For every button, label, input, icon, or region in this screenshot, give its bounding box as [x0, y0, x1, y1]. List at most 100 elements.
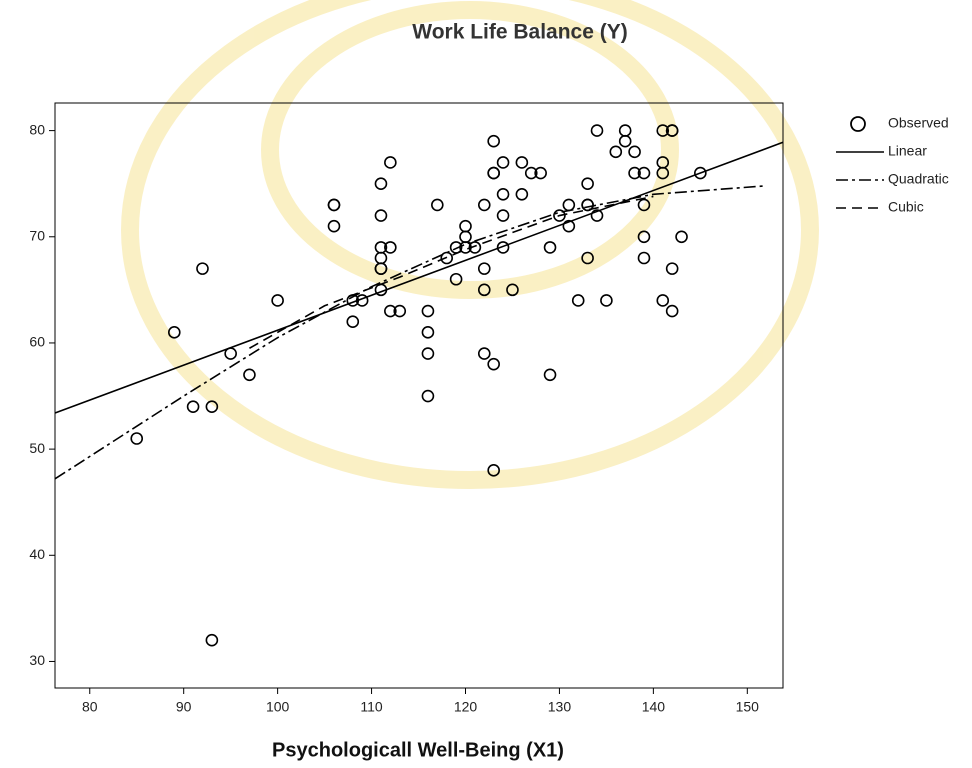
point: [477, 283, 491, 297]
point: [487, 166, 500, 180]
legend-label: Cubic: [888, 199, 924, 215]
x-tick-label: 80: [82, 699, 98, 715]
point: [205, 633, 219, 647]
y-tick-label: 80: [29, 121, 45, 137]
point: [421, 326, 435, 339]
y-tick-label: 30: [29, 652, 45, 668]
y-tick-label: 50: [29, 440, 45, 456]
y-tick-label: 60: [29, 334, 45, 350]
point: [600, 294, 613, 307]
y-tick-label: 40: [29, 546, 45, 562]
point: [346, 315, 360, 329]
point: [421, 304, 435, 318]
point: [590, 124, 604, 137]
point: [553, 209, 566, 222]
point: [534, 166, 547, 180]
point: [449, 272, 463, 286]
fit-line: [54, 185, 767, 480]
point: [656, 166, 670, 180]
x-tick-label: 130: [548, 699, 572, 715]
fit-line: [54, 141, 784, 414]
x-axis-label: Psychologicall Well-Being (X1): [272, 739, 564, 761]
point: [196, 262, 209, 275]
point: [477, 262, 491, 275]
point: [487, 464, 500, 477]
point: [506, 283, 519, 297]
x-tick-label: 110: [360, 699, 383, 715]
point: [167, 326, 181, 339]
point: [571, 294, 585, 307]
point: [421, 389, 435, 403]
point: [590, 209, 604, 222]
point: [477, 198, 491, 212]
point: [665, 124, 679, 137]
x-tick-label: 120: [454, 699, 478, 715]
legend-label: Quadratic: [888, 171, 949, 187]
point: [618, 124, 632, 137]
point: [459, 219, 472, 233]
x-tick-label: 140: [642, 699, 666, 715]
point: [637, 251, 651, 265]
point: [374, 251, 388, 265]
point: [130, 432, 144, 445]
point: [694, 166, 707, 180]
point: [384, 241, 397, 254]
point: [562, 198, 576, 212]
x-tick-label: 150: [736, 699, 760, 715]
point: [665, 262, 679, 275]
point: [515, 156, 529, 169]
point: [431, 198, 444, 212]
point: [581, 177, 594, 190]
fit-line: [249, 195, 654, 349]
point: [487, 357, 500, 371]
point: [459, 230, 472, 244]
point: [628, 145, 641, 159]
point: [496, 241, 510, 254]
point: [327, 198, 341, 212]
legend-label: Observed: [888, 115, 949, 131]
point: [524, 166, 538, 180]
point: [374, 177, 388, 190]
point: [384, 156, 397, 169]
point: [384, 304, 397, 318]
point: [581, 251, 594, 265]
point: [656, 124, 670, 137]
legend-label: Linear: [888, 143, 927, 159]
point: [543, 241, 557, 254]
point: [637, 230, 651, 244]
point: [562, 219, 576, 233]
point: [393, 304, 407, 318]
point: [628, 166, 641, 180]
point: [477, 347, 491, 360]
y-tick-label: 70: [29, 227, 45, 243]
point: [496, 209, 510, 222]
point: [271, 294, 284, 307]
point: [374, 262, 388, 275]
chart-title: Work Life Balance (Y): [412, 21, 628, 44]
point: [637, 198, 651, 212]
point: [186, 400, 200, 413]
point: [665, 304, 679, 318]
point: [637, 166, 651, 180]
x-tick-label: 90: [176, 699, 192, 715]
point: [327, 219, 341, 233]
point: [675, 230, 688, 244]
point: [487, 134, 500, 148]
point: [421, 347, 435, 360]
legend-symbol: [850, 116, 866, 132]
point: [618, 134, 632, 148]
point: [656, 294, 670, 307]
point: [515, 188, 529, 201]
point: [243, 368, 256, 382]
x-tick-label: 100: [266, 699, 290, 715]
watermark: [121, 0, 819, 489]
point: [609, 145, 623, 159]
plot-frame: [54, 102, 784, 689]
point: [205, 400, 219, 413]
point: [496, 188, 510, 201]
point: [543, 368, 557, 382]
point: [496, 156, 510, 169]
point: [374, 209, 388, 222]
